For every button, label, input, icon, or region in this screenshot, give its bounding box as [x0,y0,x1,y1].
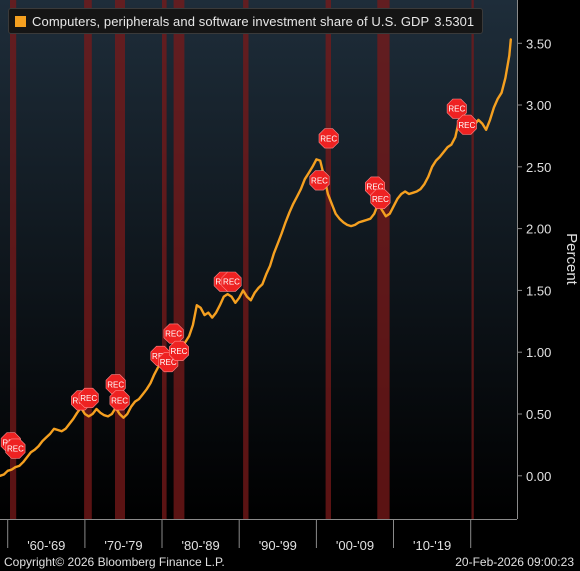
x-tick-label: '60-'69 [27,538,65,553]
footer: Copyright© 2026 Bloomberg Finance L.P. 2… [0,553,580,571]
legend: Computers, peripherals and software inve… [8,8,484,34]
recession-band [84,0,92,519]
x-tick-label: '10-'19 [413,538,451,553]
rec-marker-label: REC [171,347,188,356]
y-tick-label: 0.50 [526,407,551,422]
recession-band [173,0,185,519]
x-tick-label: '70-'79 [104,538,142,553]
rec-marker-label: REC [107,380,124,389]
rec-marker-label: REC [7,445,24,454]
rec-marker-label: REC [160,358,177,367]
rec-markers: REC REC REC REC REC REC REC REC REC REC REC REC REC R… [0,98,477,459]
recession-band [10,0,17,519]
legend-swatch [15,15,26,27]
y-tick-label: 3.50 [526,36,551,51]
rec-marker-label: REC [320,134,337,143]
recession-band [325,0,331,519]
recession-band [162,0,167,519]
rec-marker: REC [221,271,242,292]
recession-band [471,0,474,519]
rec-marker-label: REC [165,330,182,339]
rec-marker: REC [370,188,391,209]
x-tick-label: '00-'09 [336,538,374,553]
rec-marker: REC [109,390,130,411]
y-tick-label: 3.00 [526,98,551,113]
rec-marker: REC [5,438,26,459]
rec-marker-label: REC [80,394,97,403]
rec-marker-label: REC [311,176,328,185]
rec-marker-label: REC [223,278,240,287]
copyright-notice: Copyright© 2026 Bloomberg Finance L.P. [4,555,225,569]
rec-marker: REC [446,98,467,119]
y-tick-label: 2.00 [526,222,551,237]
y-tick-label: 1.50 [526,283,551,298]
x-axis-ticks: '60-'69 '70-'79 '80-'89 '90-'99 '00-'09 '10-'… [7,519,472,553]
rec-marker: REC [309,170,330,191]
rec-marker: REC [78,387,99,408]
y-axis-label: Percent [563,233,580,286]
x-tick-label: '80-'89 [181,538,219,553]
rec-marker: REC [456,114,477,135]
recession-band [377,0,390,519]
y-tick-label: 0.00 [526,469,551,484]
rec-marker-label: REC [448,105,465,114]
x-tick-label: '90-'99 [259,538,297,553]
y-axis-ticks: 0.00 0.50 1.00 1.50 2.00 2.50 3.00 3.50 [517,36,551,484]
legend-label: Computers, peripherals and software inve… [32,13,430,29]
rec-marker: REC [163,323,184,344]
plot-background [0,0,517,519]
rec-marker-label: REC [372,195,389,204]
recession-band [243,0,249,519]
series-line [0,38,512,477]
rec-marker-label: REC [111,396,128,405]
rec-marker-label: REC [367,183,384,192]
rec-marker-label: REC [458,121,475,130]
y-tick-label: 1.00 [526,345,551,360]
y-tick-label: 2.50 [526,160,551,175]
rec-marker: REC [318,128,339,149]
recession-bands [10,0,474,519]
legend-last-value: 3.5301 [434,13,475,29]
timestamp: 20-Feb-2026 09:00:23 [455,555,574,569]
rec-marker: REC [169,340,189,361]
recession-band [115,0,125,519]
